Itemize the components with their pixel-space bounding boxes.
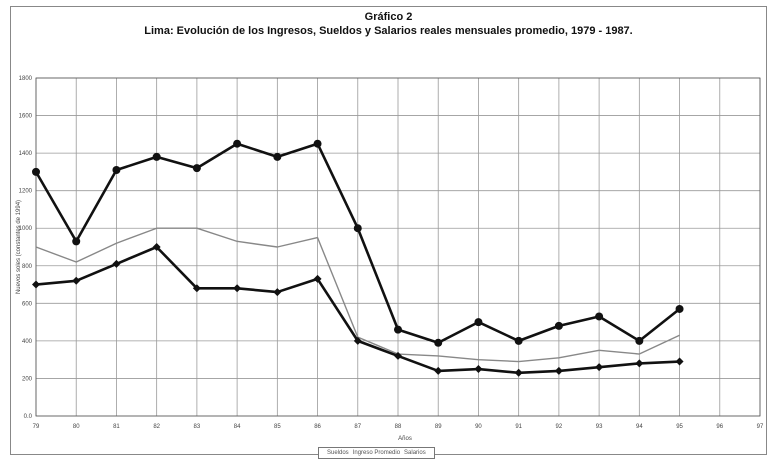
data-point bbox=[554, 366, 563, 375]
data-point bbox=[675, 357, 684, 366]
y-axis-label: Nuevos soles (constantes de 1994) bbox=[16, 200, 22, 294]
y-tick-label: 1200 bbox=[19, 189, 33, 195]
data-point bbox=[313, 139, 322, 148]
data-point bbox=[474, 365, 483, 374]
x-tick-label: 96 bbox=[716, 424, 723, 430]
legend-entry: Salarios bbox=[404, 450, 426, 456]
data-point bbox=[32, 167, 40, 176]
data-point bbox=[434, 338, 443, 347]
x-tick-label: 91 bbox=[515, 424, 522, 430]
chart-subtitle: Lima: Evolución de los Ingresos, Sueldos… bbox=[144, 25, 633, 37]
grid bbox=[35, 77, 761, 417]
y-tick-label: 1400 bbox=[19, 151, 33, 157]
x-tick-label: 79 bbox=[33, 424, 40, 430]
data-point bbox=[514, 336, 523, 345]
data-point bbox=[72, 237, 81, 246]
y-tick-label: 400 bbox=[22, 339, 33, 345]
data-point bbox=[313, 274, 322, 283]
x-tick-label: 85 bbox=[274, 424, 281, 430]
x-tick-label: 88 bbox=[395, 424, 402, 430]
data-point bbox=[595, 363, 604, 372]
y-tick-labels: 0.0 200 400 600 800 1000 1200 1400 1600 1800 bbox=[19, 76, 33, 420]
data-point bbox=[192, 284, 201, 293]
x-tick-label: 89 bbox=[435, 424, 442, 430]
data-point bbox=[595, 312, 604, 321]
series-lines bbox=[32, 139, 684, 377]
data-point bbox=[32, 280, 40, 289]
x-tick-label: 87 bbox=[354, 424, 361, 430]
data-point bbox=[514, 368, 523, 377]
y-tick-label: 1000 bbox=[19, 226, 33, 232]
x-tick-label: 81 bbox=[113, 424, 120, 430]
data-point bbox=[192, 164, 201, 173]
data-point bbox=[112, 259, 121, 268]
x-tick-label: 82 bbox=[153, 424, 160, 430]
data-point bbox=[112, 166, 121, 175]
data-point bbox=[394, 325, 402, 334]
chart-frame bbox=[10, 6, 767, 455]
data-point bbox=[554, 321, 563, 330]
x-tick-label: 84 bbox=[234, 424, 241, 430]
data-point bbox=[353, 224, 362, 233]
data-point bbox=[152, 152, 161, 161]
data-point bbox=[152, 243, 161, 251]
data-point bbox=[273, 152, 282, 161]
y-tick-label: 600 bbox=[22, 301, 33, 307]
data-point bbox=[635, 336, 644, 345]
data-point bbox=[273, 288, 282, 297]
data-point bbox=[72, 276, 81, 285]
legend-entry: Sueldos bbox=[327, 450, 349, 456]
data-point bbox=[394, 351, 402, 360]
x-tick-label: 83 bbox=[194, 424, 201, 430]
x-tick-label: 95 bbox=[676, 424, 683, 430]
y-tick-label: 0.0 bbox=[24, 414, 33, 420]
data-point bbox=[434, 366, 443, 375]
x-tick-label: 92 bbox=[556, 424, 563, 430]
x-tick-label: 97 bbox=[757, 424, 764, 430]
x-tick-labels: 79 80 81 82 83 84 85 86 87 88 89 90 91 92 93 94 95 96 97 bbox=[33, 424, 764, 430]
data-point bbox=[233, 284, 242, 293]
y-tick-label: 800 bbox=[22, 264, 33, 270]
data-point bbox=[635, 359, 644, 368]
legend: Sueldos Ingreso Promedio Salarios bbox=[318, 447, 435, 459]
x-tick-label: 90 bbox=[475, 424, 482, 430]
data-point bbox=[353, 336, 362, 345]
x-axis-label: Años bbox=[398, 436, 412, 442]
y-tick-label: 1800 bbox=[19, 76, 33, 82]
x-tick-label: 94 bbox=[636, 424, 643, 430]
y-tick-label: 200 bbox=[22, 376, 33, 382]
y-tick-label: 1600 bbox=[19, 114, 33, 120]
x-tick-label: 93 bbox=[596, 424, 603, 430]
data-point bbox=[233, 139, 242, 148]
chart-title: Gráfico 2 bbox=[364, 11, 413, 23]
data-point bbox=[474, 318, 483, 327]
data-point bbox=[675, 304, 684, 313]
legend-entry: Ingreso Promedio bbox=[352, 450, 401, 456]
x-tick-label: 80 bbox=[73, 424, 80, 430]
x-tick-label: 86 bbox=[314, 424, 321, 430]
